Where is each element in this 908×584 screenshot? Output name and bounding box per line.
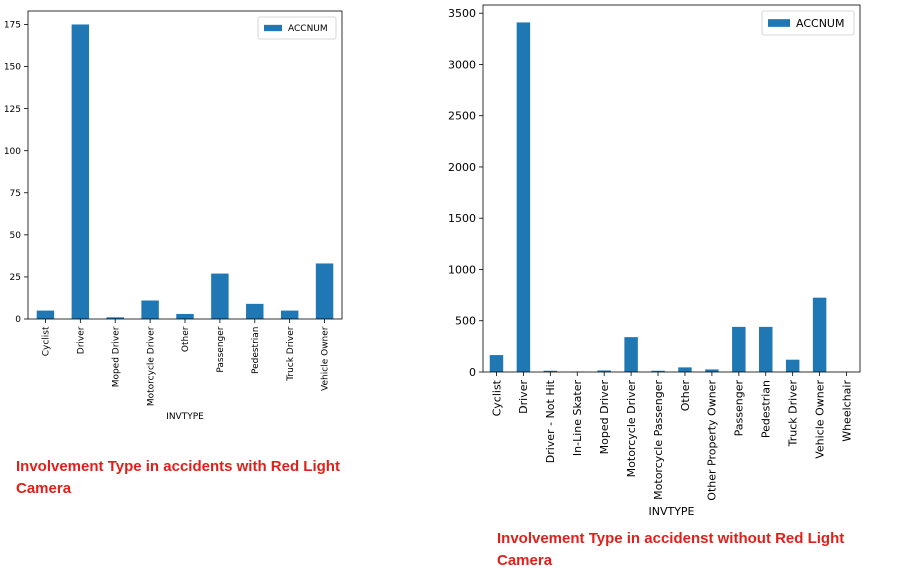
bar-passenger	[211, 273, 229, 319]
y-tick-label: 2000	[448, 161, 476, 174]
x-tick-label: Motorcycle Driver	[625, 380, 638, 478]
x-axis-label: INVTYPE	[166, 412, 204, 422]
x-tick-label: Motorcycle Driver	[146, 326, 156, 406]
bar-pedestrian	[759, 326, 773, 372]
y-tick-label: 3000	[448, 58, 476, 71]
legend-box	[257, 16, 337, 40]
bar-moped-driver	[597, 370, 611, 372]
x-tick-label: Cyclist	[490, 379, 503, 416]
bar-cyclist	[489, 355, 504, 372]
x-tick-label: Truck Driver	[286, 326, 296, 382]
bar-cyclist	[36, 310, 55, 319]
y-tick-label: 500	[455, 315, 476, 328]
bar-other	[678, 367, 692, 372]
chart-with-red-light-camera: 0 25 50 75 100 125 150 175 Cyclist Driver Moped Dr…	[4, 10, 343, 422]
x-tick-label: Pedestrian	[251, 327, 261, 375]
x-tick-label: Wheelchair	[840, 380, 853, 442]
x-tick-label: Vehicle Owner	[813, 380, 826, 459]
legend-label: ACCNUM	[796, 17, 844, 30]
y-tick-label: 150	[4, 63, 21, 73]
bar-vehicle-owner	[812, 297, 827, 372]
legend-swatch	[264, 24, 282, 32]
y-tick-label: 2500	[448, 110, 476, 123]
y-tick-label: 100	[4, 147, 21, 157]
x-tick-label: Vehicle Owner	[321, 326, 331, 391]
caption-with-camera: Involvement Type in accidents with Red L…	[16, 458, 340, 497]
y-tick-label: 3500	[448, 7, 476, 20]
x-axis-label: INVTYPE	[648, 505, 694, 518]
x-tick-label: Driver - Not Hit	[544, 379, 557, 463]
bar-truck-driver	[280, 310, 299, 319]
chart-without-red-light-camera: 0 500 1000 1500 2000 2500 3000 3500 Cyclist Drive…	[448, 4, 861, 518]
y-tick-label: 125	[4, 105, 21, 115]
y-tick-label: 50	[10, 231, 22, 241]
x-tick-label: Passenger	[216, 326, 226, 372]
y-tick-label: 1500	[448, 212, 476, 225]
bar-driver	[516, 22, 531, 373]
x-tick-label: In-Line Skater	[571, 380, 584, 457]
legend-swatch	[768, 19, 790, 27]
legend-label: ACCNUM	[288, 24, 328, 34]
y-tick-label: 1000	[448, 263, 476, 276]
y-tick-label: 0	[15, 315, 21, 325]
legend-box	[761, 10, 855, 36]
y-tick-label: 175	[4, 21, 21, 31]
x-tick-label: Other	[181, 326, 191, 352]
x-tick-label: Driver	[76, 326, 86, 354]
bar-other-property-owner	[705, 369, 719, 372]
x-tick-label: Moped Driver	[598, 380, 611, 455]
y-tick-label: 25	[10, 273, 21, 283]
x-tick-label: Driver	[517, 380, 530, 414]
x-tick-label: Passenger	[733, 380, 746, 437]
y-tick-label: 75	[10, 189, 21, 199]
bar-motorcycle-driver	[624, 337, 638, 372]
bar-other	[176, 313, 194, 319]
bar-motorcycle-driver	[141, 300, 159, 319]
bar-vehicle-owner	[315, 263, 334, 319]
x-tick-label: Motorcycle Passenger	[652, 380, 665, 500]
bar-truck-driver	[785, 359, 800, 372]
bar-driver-not-hit	[543, 370, 558, 372]
plot-frame	[482, 4, 861, 373]
bar-moped-driver	[106, 317, 124, 319]
x-tick-label: Truck Driver	[787, 380, 800, 448]
bar-pedestrian	[246, 303, 264, 319]
caption-without-camera: Involvement Type in accidenst without Re…	[497, 530, 845, 569]
bar-motorcycle-passenger	[651, 370, 665, 372]
x-tick-label: Pedestrian	[760, 380, 773, 438]
y-tick-label: 0	[469, 366, 476, 379]
bar-driver	[71, 24, 90, 320]
x-tick-label: Other Property Owner	[706, 380, 719, 501]
x-tick-label: Cyclist	[42, 326, 52, 356]
bar-passenger	[732, 326, 746, 372]
x-tick-label: Other	[679, 380, 692, 412]
x-tick-label: Moped Driver	[111, 326, 121, 387]
